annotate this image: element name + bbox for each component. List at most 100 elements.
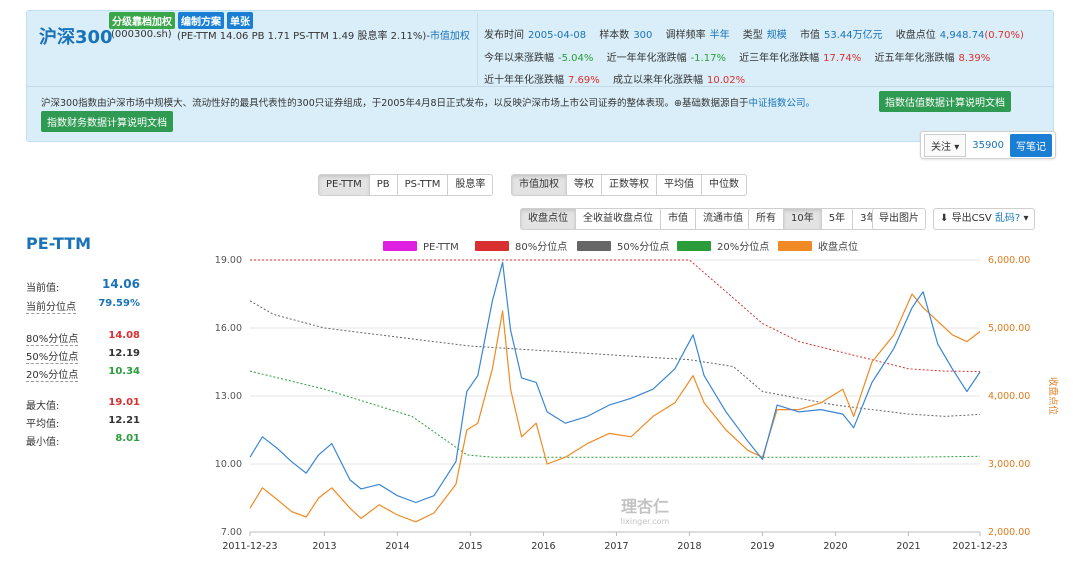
stat-value: 17.74% [823,53,862,64]
side-label: 当前值: [26,283,60,294]
x-tick-label: 2013 [312,541,336,552]
side-value: 10.34 [108,366,140,377]
index-tags: 分级靠档加权 编制方案 单张 [109,12,253,29]
tab-positive-equal-weight[interactable]: 正数等权 [602,174,657,196]
stat-value: 10.02% [706,75,746,86]
legend-swatch [677,241,711,251]
legend-label: 20%分位点 [717,240,769,253]
side-label: 最大值: [26,401,60,412]
stat-label: 近五年年化涨跌幅 [874,53,955,64]
write-note-button[interactable]: 写笔记 [1010,133,1053,157]
financial-doc-button[interactable]: 指数财务数据计算说明文档 [41,111,173,132]
tab-period-5y[interactable]: 5年 [821,208,854,230]
side-value: 14.06 [102,277,140,291]
y-right-tick-label: 2,000.00 [988,527,1030,538]
watermark-logo: 理杏仁 [621,497,669,516]
x-tick-label: 2011-12-23 [222,541,277,552]
tab-equal-weight[interactable]: 等权 [567,174,602,196]
stat-value: 7.69% [568,75,600,86]
side-label[interactable]: 50%分位点 [26,348,79,364]
stat-label: 近十年年化涨跌幅 [484,75,564,86]
right-axis-label: 收盘点位 [1047,377,1059,416]
stat-value: 半年 [709,30,730,41]
side-value: 12.19 [108,348,140,359]
watermark-url: lixinger.com [621,517,670,526]
follow-button[interactable]: 关注 ▾ [924,133,967,157]
tab-close-price[interactable]: 收盘点位 [520,208,576,230]
stat-value: 2005-04-08 [528,30,587,41]
y-right-tick-label: 5,000.00 [988,323,1030,334]
stat-label: 今年以来涨跌幅 [484,53,554,64]
legend-label: PE-TTM [423,242,459,253]
x-tick-label: 2016 [531,541,555,552]
x-tick-label: 2021 [896,541,920,552]
valuation-summary-text: (PE-TTM 14.06 PB 1.71 PS-TTM 1.49 股息率 2.… [177,31,430,42]
tab-period-all[interactable]: 所有 [748,208,784,230]
legend-swatch [475,241,509,251]
y-left-tick-label: 16.00 [215,323,242,334]
y-left-tick-label: 7.00 [221,527,242,538]
tab-dividend-yield[interactable]: 股息率 [448,174,494,196]
stat-value: 53.44万亿元 [823,30,883,41]
side-value: 79.59% [98,298,140,309]
stat-value: 4,948.74 [939,30,985,41]
stats-row-2: 今年以来涨跌幅 -5.04% 近一年年化涨跌幅 -1.17% 近三年年化涨跌幅 17.… [484,49,1000,64]
legend-label: 50%分位点 [617,240,669,253]
tab-median[interactable]: 中位数 [702,174,747,196]
export-image-button[interactable]: 导出图片 [872,208,926,230]
tab-pb[interactable]: PB [369,174,398,196]
tag-single-sheet[interactable]: 单张 [227,12,253,29]
price-tabs: 收盘点位 全收益收盘点位 市值 流通市值 [520,208,751,230]
series-line-3 [249,293,981,523]
export-csv-button[interactable]: ⬇ 导出CSV 乱码? ▾ [933,208,1036,230]
stats-row-3: 近十年年化涨跌幅 7.69% 成立以来年化涨跌幅 10.02% [484,71,755,86]
weighting-link[interactable]: 市值加权 [429,31,470,42]
x-tick-label: 2019 [750,541,774,552]
tab-ps-ttm[interactable]: PS-TTM [397,174,449,196]
stats-row-1: 发布时间 2005-04-08 样本数 300 调样频率 半年 类型 规模 市值 53.4… [484,26,1034,41]
metric-tabs: PE-TTM PB PS-TTM 股息率 [318,174,494,196]
follow-box: 关注 ▾ 35900 写笔记 [920,131,1057,159]
tab-average[interactable]: 平均值 [657,174,702,196]
tab-period-10y[interactable]: 10年 [784,208,822,230]
index-code: (000300.sh) [111,29,172,40]
stat-change: (0.70%) [984,30,1024,41]
valuation-summary: (PE-TTM 14.06 PB 1.71 PS-TTM 1.49 股息率 2.… [177,27,470,42]
caret-down-icon: ▾ [954,141,960,153]
tag-methodology[interactable]: 编制方案 [178,12,224,29]
side-value: 14.08 [108,330,140,341]
stat-label: 市值 [799,30,820,41]
weighting-tabs: 市值加权 等权 正数等权 平均值 中位数 [511,174,747,196]
tab-cap-weighted[interactable]: 市值加权 [511,174,567,196]
tab-pe-ttm[interactable]: PE-TTM [318,174,370,196]
side-label[interactable]: 当前分位点 [26,298,76,314]
y-right-tick-label: 6,000.00 [988,255,1030,266]
tab-total-return-close[interactable]: 全收益收盘点位 [576,208,661,230]
index-info-panel: 沪深300 (000300.sh) 分级靠档加权 编制方案 单张 (PE-TTM… [26,10,1054,142]
tab-float-market-cap[interactable]: 流通市值 [696,208,751,230]
side-label[interactable]: 20%分位点 [26,366,79,382]
side-label[interactable]: 80%分位点 [26,330,79,346]
x-tick-label: 2020 [823,541,847,552]
stat-label: 调样频率 [665,30,706,41]
download-icon: ⬇ [940,213,949,224]
x-tick-label: 2017 [604,541,628,552]
stat-value: 规模 [766,30,787,41]
data-source-link[interactable]: 中证指数公司。 [748,98,816,109]
side-value: 12.21 [108,415,140,426]
valuation-doc-button[interactable]: 指数估值数据计算说明文档 [879,91,1011,112]
pe-ttm-chart[interactable]: 7.00 10.00 13.00 16.00 19.00 2,000.00 3,000.00… [200,236,1060,564]
x-tick-label: 2015 [458,541,482,552]
stat-label: 成立以来年化涨跌幅 [612,75,703,86]
garbled-help-link[interactable]: 乱码? [994,213,1021,224]
tag-weighting[interactable]: 分级靠档加权 [109,12,175,29]
tab-market-cap[interactable]: 市值 [661,208,696,230]
stat-value: 8.39% [958,53,991,64]
legend-label: 收盘点位 [818,240,858,253]
caret-down-icon: ▾ [1023,213,1029,224]
series-line-0 [250,259,981,372]
series-line-2 [249,370,981,458]
stat-value: -5.04% [558,53,594,64]
index-name: 沪深300 [39,27,113,48]
period-tabs: 所有 10年 5年 3年 [748,208,885,230]
